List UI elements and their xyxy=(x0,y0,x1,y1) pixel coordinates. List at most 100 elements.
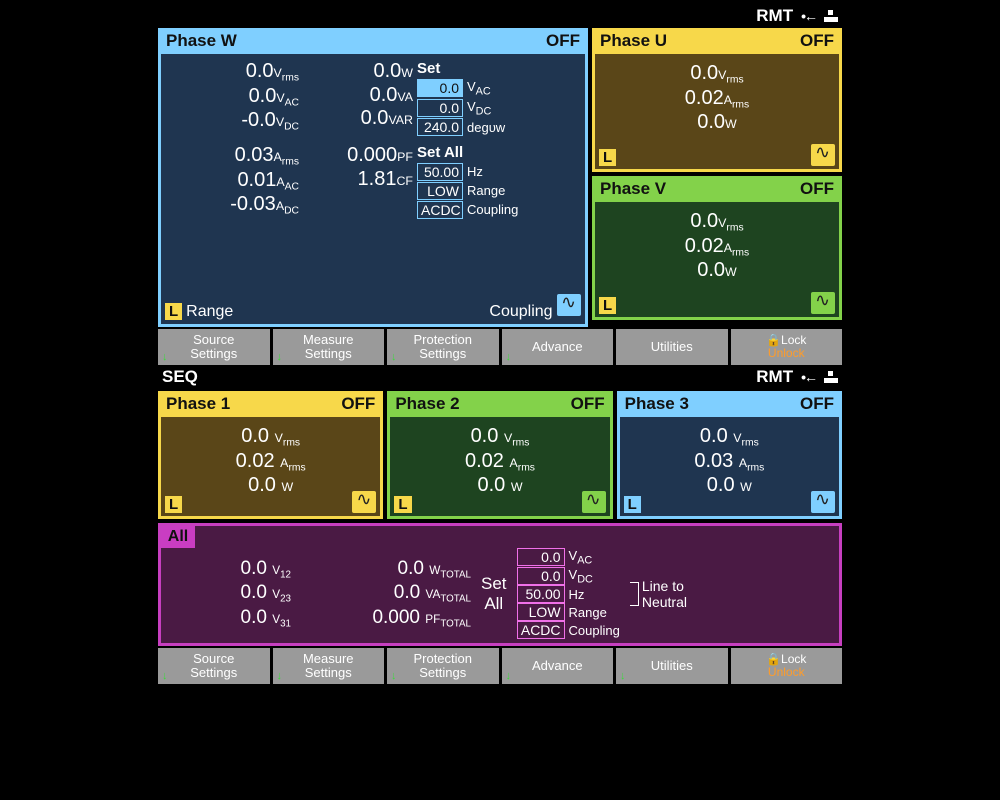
setall-range-input[interactable]: LOW xyxy=(417,182,463,200)
phase-u-panel[interactable]: Phase U OFF 0.0Vrms 0.02Arms 0.0W L xyxy=(592,28,842,172)
all-pftot: 0.000 xyxy=(372,607,420,628)
unit-arms: Arms xyxy=(274,150,299,164)
phase-3-state: OFF xyxy=(800,394,834,414)
p3-vrms: 0.0 xyxy=(700,425,728,447)
unit-cf: CF xyxy=(396,174,413,188)
wave-icon[interactable] xyxy=(811,292,835,314)
p2-vrms: 0.0 xyxy=(471,425,499,447)
line-to-neutral-label: Line to Neutral xyxy=(630,578,687,610)
all-v12: 0.0 xyxy=(241,558,267,579)
u-vrms: 0.0 xyxy=(690,62,718,84)
l-badge-3: L xyxy=(624,496,641,513)
u-arms: 0.02 xyxy=(685,87,724,109)
status-bar-bottom: SEQ RMT xyxy=(158,365,842,389)
all-range-unit: Range xyxy=(569,605,607,620)
network-icon xyxy=(824,371,838,383)
all-vac-input[interactable]: 0.0 xyxy=(517,548,565,566)
wave-icon[interactable] xyxy=(811,144,835,166)
phase-u-state: OFF xyxy=(800,31,834,51)
all-coupling-unit: Coupling xyxy=(569,623,620,638)
measure-settings-button[interactable]: MeasureSettings↓ xyxy=(273,648,385,684)
wave-icon[interactable] xyxy=(352,491,376,513)
u-w: 0.0 xyxy=(697,111,725,133)
unit-vrms: Vrms xyxy=(274,66,299,80)
unit-vdc: VDC xyxy=(276,115,299,129)
phase-v-panel[interactable]: Phase V OFF 0.0Vrms 0.02Arms 0.0W L xyxy=(592,176,842,320)
lock-button[interactable]: 🔒LockUnlock xyxy=(731,648,843,684)
unit-var: VAR xyxy=(388,113,413,127)
phase-2-title: Phase 2 xyxy=(395,394,459,414)
lock-button[interactable]: 🔒LockUnlock xyxy=(731,329,843,365)
p1-vrms: 0.0 xyxy=(241,425,269,447)
utilities-button[interactable]: Utilities xyxy=(616,329,728,365)
phase-3-panel[interactable]: Phase 3OFF 0.0 Vrms 0.03 Arms 0.0 W L xyxy=(617,391,842,519)
all-range-input[interactable]: LOW xyxy=(517,603,565,621)
advance-button[interactable]: Advance↓ xyxy=(502,329,614,365)
wave-icon[interactable] xyxy=(811,491,835,513)
phase-1-panel[interactable]: Phase 1OFF 0.0 Vrms 0.02 Arms 0.0 W L xyxy=(158,391,383,519)
phase-1-title: Phase 1 xyxy=(166,394,230,414)
p1-arms: 0.02 xyxy=(236,450,275,472)
phase-v-title: Phase V xyxy=(600,179,666,199)
phase-w-title: Phase W xyxy=(166,31,237,51)
set-label: Set xyxy=(417,60,577,77)
wave-icon[interactable] xyxy=(557,294,581,316)
advance-button[interactable]: Advance↓ xyxy=(502,648,614,684)
l-badge-2: L xyxy=(394,496,411,513)
w-adc: -0.03 xyxy=(230,193,276,215)
wave-icon[interactable] xyxy=(582,491,606,513)
phase-2-panel[interactable]: Phase 2OFF 0.0 Vrms 0.02 Arms 0.0 W L xyxy=(387,391,612,519)
setall-hz-input[interactable]: 50.00 xyxy=(417,163,463,181)
all-vac-unit: VAC xyxy=(569,548,593,567)
all-set-label1: Set xyxy=(481,574,507,594)
set-deg-input[interactable]: 240.0 xyxy=(417,118,463,136)
measure-settings-button[interactable]: MeasureSettings↓ xyxy=(273,329,385,365)
all-vatot: 0.0 xyxy=(394,582,420,603)
all-vdc-input[interactable]: 0.0 xyxy=(517,567,565,585)
w-vdc: -0.0 xyxy=(241,109,275,131)
setall-label: Set All xyxy=(417,144,577,161)
all-vdc-unit: VDC xyxy=(569,567,593,586)
phase-1-state: OFF xyxy=(341,394,375,414)
all-title: All xyxy=(161,526,195,548)
source-settings-button[interactable]: SourceSettings↓ xyxy=(158,648,270,684)
rmt-label-2: RMT xyxy=(756,367,793,387)
source-settings-button[interactable]: SourceSettings↓ xyxy=(158,329,270,365)
v-arms: 0.02 xyxy=(685,235,724,257)
button-bar-bottom: SourceSettings↓ MeasureSettings↓ Protect… xyxy=(158,648,842,684)
utilities-button[interactable]: Utilities↓ xyxy=(616,648,728,684)
unit-adc: ADC xyxy=(276,199,299,213)
l-badge-v: L xyxy=(599,297,616,314)
v-vrms: 0.0 xyxy=(690,210,718,232)
all-panel: All 0.0 V12 0.0 V23 0.0 V31 0.0 WTOTAL 0… xyxy=(158,523,842,646)
w-vac: 0.0 xyxy=(249,85,277,107)
network-icon xyxy=(824,10,838,22)
protection-settings-button[interactable]: ProtectionSettings↓ xyxy=(387,329,499,365)
all-v31: 0.0 xyxy=(241,607,267,628)
all-hz-input[interactable]: 50.00 xyxy=(517,585,565,603)
usb-icon xyxy=(801,367,816,387)
protection-settings-button[interactable]: ProtectionSettings↓ xyxy=(387,648,499,684)
unit-vac: VAC xyxy=(276,91,299,105)
set-vac-input[interactable]: 0.0 xyxy=(417,79,463,97)
w-watt: 0.0 xyxy=(373,60,401,82)
phase-2-state: OFF xyxy=(571,394,605,414)
unit-va: VA xyxy=(397,90,413,104)
w-coupling-label: Coupling xyxy=(489,303,552,320)
all-coupling-input[interactable]: ACDC xyxy=(517,621,565,639)
set-deg-unit: degᴜᴡ xyxy=(467,120,505,135)
l-badge-u: L xyxy=(599,149,616,166)
l-badge-w: L xyxy=(165,303,182,320)
set-hz-unit: Hz xyxy=(467,164,483,179)
rmt-label: RMT xyxy=(756,4,793,28)
set-vdc-input[interactable]: 0.0 xyxy=(417,99,463,117)
phase-w-panel: Phase W OFF 0.0Vrms 0.0VAC -0.0VDC 0.0W … xyxy=(158,28,588,327)
set-range-unit: Range xyxy=(467,183,505,198)
setall-coupling-input[interactable]: ACDC xyxy=(417,201,463,219)
button-bar-top: SourceSettings↓ MeasureSettings↓ Protect… xyxy=(158,329,842,365)
phase-v-state: OFF xyxy=(800,179,834,199)
l-badge-1: L xyxy=(165,496,182,513)
unit-w: W xyxy=(401,66,413,80)
p3-arms: 0.03 xyxy=(694,450,733,472)
set-vdc-unit: VDC xyxy=(467,99,491,118)
